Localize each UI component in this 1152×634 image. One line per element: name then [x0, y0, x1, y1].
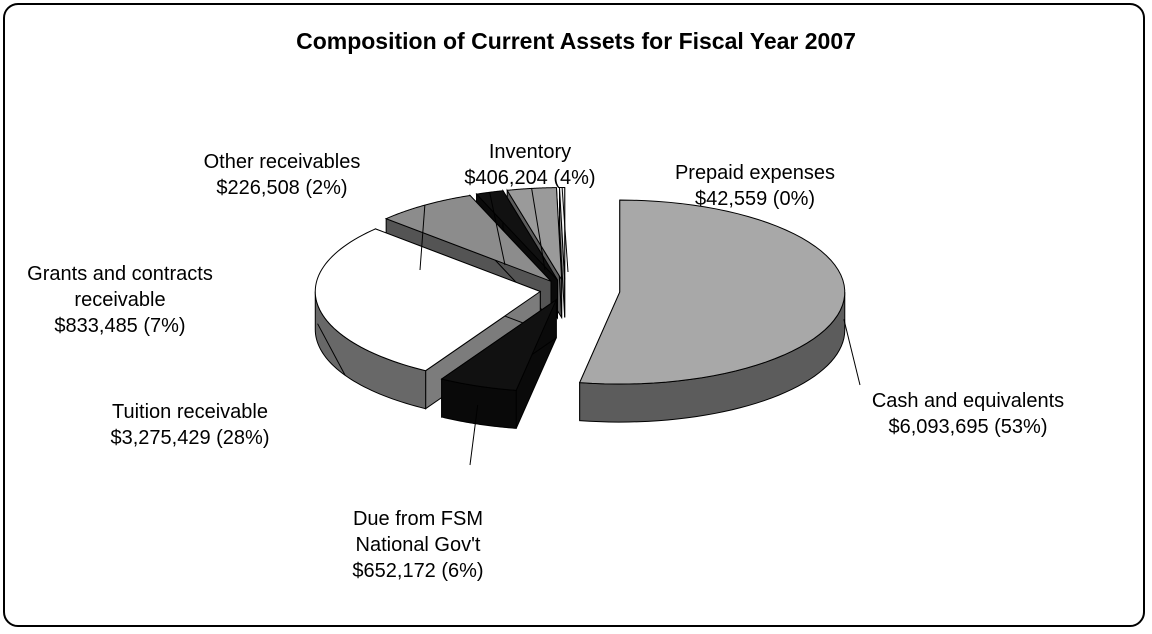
- value-label: $226,508 (2%): [216, 177, 348, 199]
- category-label: Due from FSM National Gov't: [352, 508, 484, 556]
- category-label: Prepaid expenses: [674, 162, 836, 184]
- leader-line: [561, 187, 569, 273]
- category-label: Grants and contracts receivable: [27, 263, 213, 311]
- category-label: Other receivables: [203, 151, 361, 173]
- slice: [578, 199, 846, 385]
- value-label: $42,559 (0%): [694, 188, 816, 210]
- leader-line: [469, 404, 479, 466]
- leader-line: [317, 323, 346, 376]
- chart-title: Composition of Current Assets for Fiscal…: [296, 28, 856, 54]
- category-label: Cash and equivalents: [871, 390, 1065, 412]
- value-label: $833,485 (7%): [54, 315, 186, 337]
- slice: [314, 228, 542, 372]
- value-label: $406,204 (4%): [464, 167, 596, 189]
- value-label: $652,172 (6%): [352, 560, 484, 582]
- category-label: Inventory: [488, 141, 572, 163]
- value-label: $6,093,695 (53%): [888, 416, 1048, 438]
- leader-line: [843, 319, 861, 386]
- slice: [440, 298, 558, 391]
- leader-line: [419, 205, 426, 271]
- slice: [384, 194, 552, 282]
- leader-line: [489, 192, 506, 266]
- frame: [3, 3, 1145, 627]
- slice: [506, 187, 563, 280]
- leader-line: [531, 188, 546, 271]
- category-label: Tuition receivable: [111, 401, 268, 423]
- value-label: $3,275,429 (28%): [110, 427, 270, 449]
